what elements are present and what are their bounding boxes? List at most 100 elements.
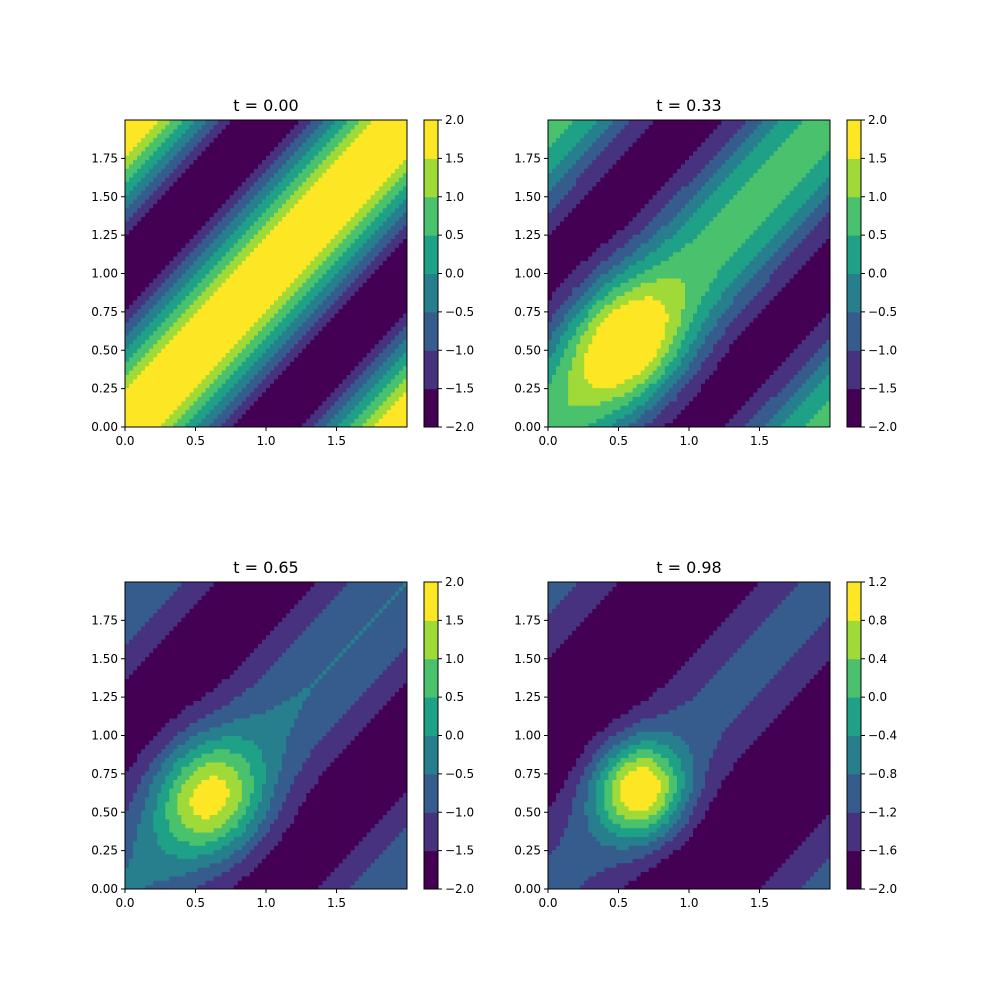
contour-cell [370,418,376,424]
contour-cell [318,352,323,358]
contour-cell [338,260,344,266]
contour-cell [225,181,231,187]
contour-cell [241,418,247,424]
contour-cell [278,260,283,266]
contour-cell [233,238,239,244]
contour-cell [390,150,396,156]
contour-cell [282,203,287,209]
contour-cell [209,269,215,275]
contour-cell [354,251,360,257]
contour-cell [366,198,372,204]
contour-cell [374,163,380,169]
contour-cell [334,361,340,367]
contour-cell [358,356,364,362]
contour-cell [129,308,134,314]
contour-cell [169,216,174,222]
contour-cell [278,334,283,340]
contour-cell [197,181,203,187]
contour-cell [298,387,303,393]
contour-cell [390,361,396,367]
contour-cell [366,177,372,182]
contour-cell [173,317,178,323]
contour-cell [229,238,235,244]
contour-cell [157,194,162,200]
contour-cell [354,365,360,371]
contour-cell [354,369,360,375]
contour-cell [133,255,138,261]
contour-cell [398,207,404,213]
contour-cell [302,168,307,174]
contour-cell [161,299,166,305]
contour-cell [229,234,235,240]
contour-cell [149,207,154,213]
contour-cell [270,304,275,310]
contour-cell [225,207,231,213]
contour-cell [294,277,299,283]
contour-cell [326,348,332,354]
contour-cell [386,387,392,393]
contour-cell [169,264,174,270]
contour-cell [161,181,166,187]
contour-cell [394,409,400,415]
contour-cell [386,330,392,336]
contour-cell [229,405,235,411]
contour-cell [185,212,191,218]
contour-cell [161,255,166,261]
contour-cell [338,312,344,318]
contour-cell [153,365,158,371]
contour-cell [294,317,299,323]
contour-cell [390,225,396,231]
contour-cell [402,133,407,139]
contour-cell [270,185,275,191]
contour-cell [386,220,392,226]
contour-cell [221,396,227,402]
contour-cell [322,391,328,397]
contour-cell [290,334,295,340]
contour-cell [354,291,360,297]
contour-cell [362,286,368,292]
contour-cell [225,409,231,415]
contour-cell [141,418,146,424]
contour-cell [153,273,158,279]
contour-cell [278,308,283,314]
contour-cell [201,141,207,147]
contour-cell [145,361,150,367]
contour-cell [197,120,203,125]
contour-cell [133,155,138,161]
contour-cell [229,348,235,354]
contour-cell [257,277,263,283]
contour-cell [133,124,138,130]
contour-cell [145,356,150,362]
contour-cell [221,234,227,240]
contour-cell [386,190,392,196]
contour-cell [245,383,251,389]
contour-cell [378,234,384,240]
contour-cell [257,242,263,248]
contour-cell [181,212,187,218]
contour-cell [169,124,174,130]
contour-cell [237,172,243,178]
contour-cell [129,172,134,178]
contour-cell [266,348,271,354]
contour-cell [390,234,396,240]
contour-cell [185,387,191,393]
contour-cell [346,163,352,169]
contour-cell [302,185,307,191]
contour-cell [249,391,255,397]
contour-cell [197,269,203,275]
contour-cell [346,150,352,156]
contour-cell [366,133,372,139]
contour-cell [253,273,259,279]
contour-cell [266,155,271,161]
contour-cell [374,321,380,327]
contour-cell [173,181,178,187]
contour-cell [394,299,400,305]
contour-cell [350,120,356,125]
contour-cell [193,242,199,248]
contour-cell [270,216,275,222]
contour-cell [225,194,231,200]
contour-cell [334,269,340,275]
contour-cell [346,374,352,380]
contour-cell [169,242,174,248]
contour-cell [354,422,360,427]
